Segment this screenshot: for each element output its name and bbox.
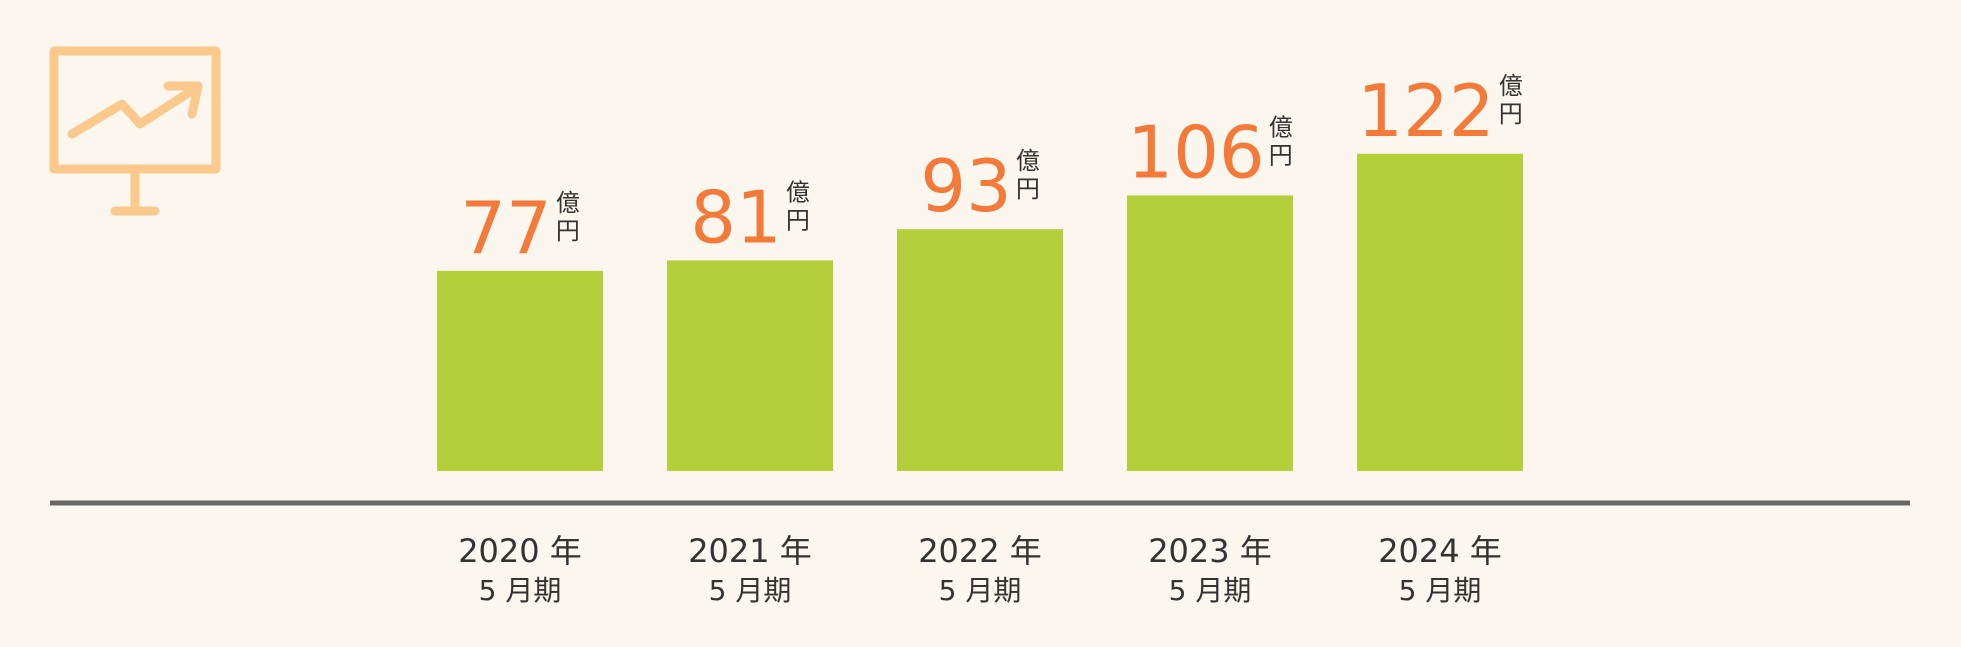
value-unit: 円 — [1499, 100, 1523, 128]
value-label: 93 — [920, 144, 1012, 228]
value-unit: 億 — [556, 189, 580, 217]
icon — [49, 46, 221, 216]
x-tick-sublabel: 5 月期 — [939, 574, 1022, 607]
value-unit: 円 — [1016, 175, 1040, 203]
value-label: 77 — [460, 186, 552, 270]
bar — [1127, 195, 1293, 471]
x-tick-sublabel: 5 月期 — [709, 574, 792, 607]
value-unit: 億 — [1016, 147, 1040, 175]
x-tick-sublabel: 5 月期 — [1169, 574, 1252, 607]
value-unit: 円 — [1269, 141, 1293, 169]
value-unit: 円 — [556, 217, 580, 245]
x-tick-label: 2024 年 — [1378, 532, 1502, 570]
x-tick-label: 2022 年 — [918, 532, 1042, 570]
x-tick-label: 2023 年 — [1148, 532, 1272, 570]
x-tick-label: 2021 年 — [688, 532, 812, 570]
value-label: 122 — [1357, 69, 1494, 153]
bar — [897, 229, 1063, 471]
value-unit: 億 — [1269, 113, 1293, 141]
value-label: 81 — [690, 175, 782, 259]
bar — [437, 270, 603, 471]
x-tick-sublabel: 5 月期 — [479, 574, 562, 607]
x-tick-label: 2020 年 — [458, 532, 582, 570]
x-tick-sublabel: 5 月期 — [1399, 574, 1482, 607]
value-unit: 億 — [786, 178, 810, 206]
value-label: 106 — [1127, 110, 1264, 194]
bar — [1357, 153, 1523, 472]
value-unit: 円 — [786, 206, 810, 234]
value-unit: 億 — [1499, 72, 1523, 100]
bar — [667, 260, 833, 471]
